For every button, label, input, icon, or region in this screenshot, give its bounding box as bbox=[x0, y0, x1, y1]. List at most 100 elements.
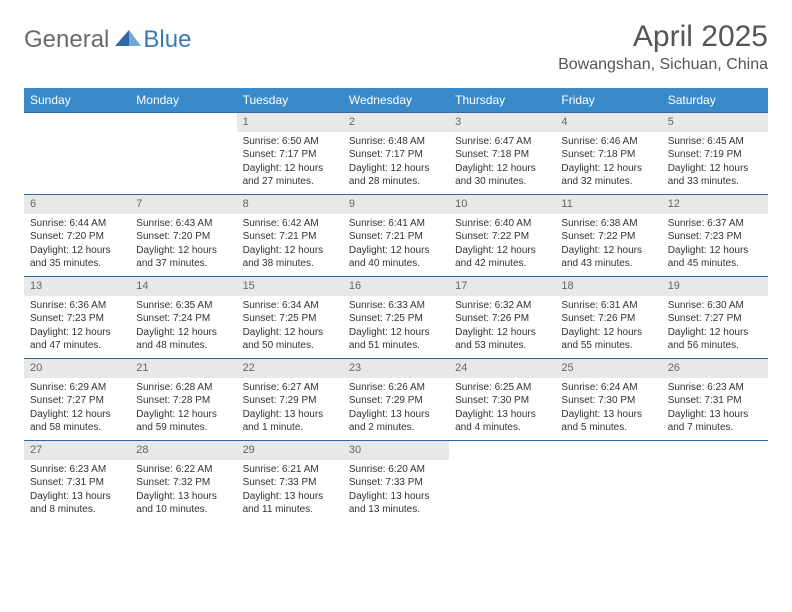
day-sr: Sunrise: 6:27 AM bbox=[243, 381, 337, 395]
dayhead-sat: Saturday bbox=[662, 88, 768, 113]
day-number: 20 bbox=[24, 359, 130, 378]
day-cell: 24Sunrise: 6:25 AMSunset: 7:30 PMDayligh… bbox=[449, 359, 555, 441]
day-data: Sunrise: 6:41 AMSunset: 7:21 PMDaylight:… bbox=[343, 214, 449, 275]
day-ss: Sunset: 7:33 PM bbox=[349, 476, 443, 490]
day-data: Sunrise: 6:43 AMSunset: 7:20 PMDaylight:… bbox=[130, 214, 236, 275]
day-ss: Sunset: 7:33 PM bbox=[243, 476, 337, 490]
day-cell bbox=[662, 441, 768, 523]
day-cell: 29Sunrise: 6:21 AMSunset: 7:33 PMDayligh… bbox=[237, 441, 343, 523]
day-cell bbox=[24, 113, 130, 195]
day-number: 5 bbox=[662, 113, 768, 132]
day-ss: Sunset: 7:20 PM bbox=[136, 230, 230, 244]
day-ss: Sunset: 7:27 PM bbox=[668, 312, 762, 326]
day-d1: Daylight: 12 hours bbox=[668, 326, 762, 340]
day-ss: Sunset: 7:24 PM bbox=[136, 312, 230, 326]
day-ss: Sunset: 7:31 PM bbox=[668, 394, 762, 408]
day-data: Sunrise: 6:36 AMSunset: 7:23 PMDaylight:… bbox=[24, 296, 130, 357]
day-d2: and 59 minutes. bbox=[136, 421, 230, 435]
day-d1: Daylight: 12 hours bbox=[561, 162, 655, 176]
day-number: 24 bbox=[449, 359, 555, 378]
day-d1: Daylight: 12 hours bbox=[30, 326, 124, 340]
day-sr: Sunrise: 6:40 AM bbox=[455, 217, 549, 231]
day-ss: Sunset: 7:25 PM bbox=[349, 312, 443, 326]
dayhead-fri: Friday bbox=[555, 88, 661, 113]
day-ss: Sunset: 7:30 PM bbox=[561, 394, 655, 408]
day-number: 12 bbox=[662, 195, 768, 214]
day-d1: Daylight: 12 hours bbox=[349, 162, 443, 176]
day-ss: Sunset: 7:18 PM bbox=[455, 148, 549, 162]
day-d2: and 33 minutes. bbox=[668, 175, 762, 189]
day-data: Sunrise: 6:33 AMSunset: 7:25 PMDaylight:… bbox=[343, 296, 449, 357]
day-ss: Sunset: 7:17 PM bbox=[349, 148, 443, 162]
dayhead-tue: Tuesday bbox=[237, 88, 343, 113]
day-number: 10 bbox=[449, 195, 555, 214]
brand-part2: Blue bbox=[143, 26, 191, 54]
day-number: 7 bbox=[130, 195, 236, 214]
day-d1: Daylight: 12 hours bbox=[136, 326, 230, 340]
day-d2: and 28 minutes. bbox=[349, 175, 443, 189]
day-d2: and 38 minutes. bbox=[243, 257, 337, 271]
day-d1: Daylight: 13 hours bbox=[243, 490, 337, 504]
day-cell: 7Sunrise: 6:43 AMSunset: 7:20 PMDaylight… bbox=[130, 195, 236, 277]
day-d1: Daylight: 13 hours bbox=[561, 408, 655, 422]
day-ss: Sunset: 7:31 PM bbox=[30, 476, 124, 490]
day-cell: 25Sunrise: 6:24 AMSunset: 7:30 PMDayligh… bbox=[555, 359, 661, 441]
day-cell: 19Sunrise: 6:30 AMSunset: 7:27 PMDayligh… bbox=[662, 277, 768, 359]
day-d1: Daylight: 12 hours bbox=[455, 326, 549, 340]
brand-part1: General bbox=[24, 26, 109, 54]
day-cell: 2Sunrise: 6:48 AMSunset: 7:17 PMDaylight… bbox=[343, 113, 449, 195]
day-d2: and 51 minutes. bbox=[349, 339, 443, 353]
day-number: 1 bbox=[237, 113, 343, 132]
day-sr: Sunrise: 6:43 AM bbox=[136, 217, 230, 231]
day-d2: and 27 minutes. bbox=[243, 175, 337, 189]
day-ss: Sunset: 7:26 PM bbox=[561, 312, 655, 326]
dayhead-mon: Monday bbox=[130, 88, 236, 113]
day-sr: Sunrise: 6:50 AM bbox=[243, 135, 337, 149]
day-d1: Daylight: 12 hours bbox=[455, 162, 549, 176]
day-sr: Sunrise: 6:41 AM bbox=[349, 217, 443, 231]
day-cell: 26Sunrise: 6:23 AMSunset: 7:31 PMDayligh… bbox=[662, 359, 768, 441]
day-cell: 16Sunrise: 6:33 AMSunset: 7:25 PMDayligh… bbox=[343, 277, 449, 359]
day-number: 2 bbox=[343, 113, 449, 132]
day-d1: Daylight: 12 hours bbox=[243, 162, 337, 176]
day-sr: Sunrise: 6:36 AM bbox=[30, 299, 124, 313]
day-d1: Daylight: 12 hours bbox=[455, 244, 549, 258]
day-cell: 20Sunrise: 6:29 AMSunset: 7:27 PMDayligh… bbox=[24, 359, 130, 441]
day-d2: and 35 minutes. bbox=[30, 257, 124, 271]
day-cell: 13Sunrise: 6:36 AMSunset: 7:23 PMDayligh… bbox=[24, 277, 130, 359]
day-number: 30 bbox=[343, 441, 449, 460]
day-data: Sunrise: 6:47 AMSunset: 7:18 PMDaylight:… bbox=[449, 132, 555, 193]
calendar-body: 1Sunrise: 6:50 AMSunset: 7:17 PMDaylight… bbox=[24, 113, 768, 523]
day-cell: 1Sunrise: 6:50 AMSunset: 7:17 PMDaylight… bbox=[237, 113, 343, 195]
day-cell: 10 Sunrise: 6:40 AMSunset: 7:22 PMDayligh… bbox=[449, 195, 555, 277]
day-data: Sunrise: 6:38 AMSunset: 7:22 PMDaylight:… bbox=[555, 214, 661, 275]
day-cell: 4Sunrise: 6:46 AMSunset: 7:18 PMDaylight… bbox=[555, 113, 661, 195]
day-data: Sunrise: 6:35 AMSunset: 7:24 PMDaylight:… bbox=[130, 296, 236, 357]
day-ss: Sunset: 7:30 PM bbox=[455, 394, 549, 408]
day-d1: Daylight: 12 hours bbox=[668, 162, 762, 176]
day-number: 22 bbox=[237, 359, 343, 378]
day-number: 15 bbox=[237, 277, 343, 296]
day-data: Sunrise: 6:24 AMSunset: 7:30 PMDaylight:… bbox=[555, 378, 661, 439]
day-sr: Sunrise: 6:29 AM bbox=[30, 381, 124, 395]
day-d2: and 8 minutes. bbox=[30, 503, 124, 517]
month-title: April 2025 bbox=[558, 20, 768, 54]
day-data: Sunrise: 6:28 AMSunset: 7:28 PMDaylight:… bbox=[130, 378, 236, 439]
day-ss: Sunset: 7:22 PM bbox=[455, 230, 549, 244]
day-d1: Daylight: 13 hours bbox=[349, 408, 443, 422]
day-number: 19 bbox=[662, 277, 768, 296]
day-ss: Sunset: 7:28 PM bbox=[136, 394, 230, 408]
day-number: 27 bbox=[24, 441, 130, 460]
day-d2: and 48 minutes. bbox=[136, 339, 230, 353]
day-cell: 18Sunrise: 6:31 AMSunset: 7:26 PMDayligh… bbox=[555, 277, 661, 359]
day-d2: and 58 minutes. bbox=[30, 421, 124, 435]
day-ss: Sunset: 7:18 PM bbox=[561, 148, 655, 162]
day-sr: Sunrise: 6:35 AM bbox=[136, 299, 230, 313]
day-sr: Sunrise: 6:47 AM bbox=[455, 135, 549, 149]
day-cell: 17Sunrise: 6:32 AMSunset: 7:26 PMDayligh… bbox=[449, 277, 555, 359]
day-d1: Daylight: 12 hours bbox=[349, 244, 443, 258]
day-d1: Daylight: 12 hours bbox=[243, 244, 337, 258]
day-sr: Sunrise: 6:46 AM bbox=[561, 135, 655, 149]
day-d2: and 40 minutes. bbox=[349, 257, 443, 271]
day-d2: and 45 minutes. bbox=[668, 257, 762, 271]
